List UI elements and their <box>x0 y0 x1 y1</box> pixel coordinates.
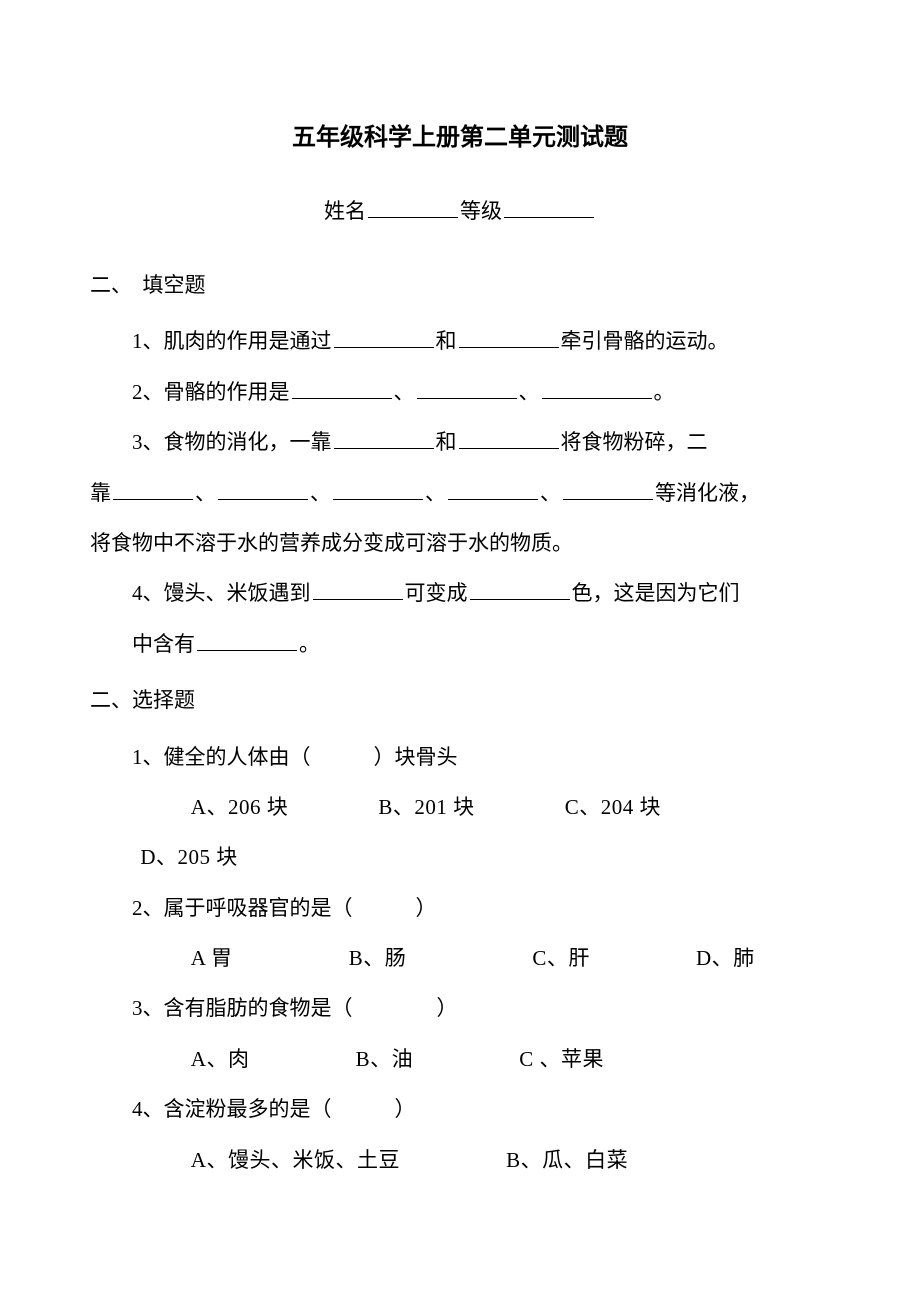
fill-q3-text-c: 将食物粉碎，二 <box>561 430 708 454</box>
option-c[interactable]: C、204 块 <box>514 782 661 832</box>
choice-q2-options: A 胃 B、肠 C、肝 D、肺 <box>90 933 830 983</box>
sep: 、 <box>195 481 216 505</box>
grade-blank[interactable] <box>504 195 594 218</box>
test-paper-page: 五年级科学上册第二单元测试题 姓名等级 二、 填空题 1、肌肉的作用是通过和牵引… <box>0 0 920 1300</box>
fill-q3-text-a: 3、食物的消化，一靠 <box>132 430 332 454</box>
fill-q3-line2: 靠 、 、 、 、 等消化液， <box>90 468 830 518</box>
blank[interactable] <box>292 376 392 399</box>
fill-q4-line1: 4、馒头、米饭遇到 可变成 色，这是因为它们 <box>90 568 830 618</box>
blank[interactable] <box>197 628 297 651</box>
name-grade-line: 姓名 等级 <box>90 186 830 236</box>
choice-q2: 2、属于呼吸器官的是（ ） <box>90 883 830 933</box>
sep: 、 <box>519 380 540 404</box>
choice-q3-options: A、肉 B、油 C 、苹果 <box>90 1034 830 1084</box>
option-a[interactable]: A、206 块 <box>140 782 288 832</box>
option-a[interactable]: A 胃 <box>140 933 232 983</box>
fill-q2-end: 。 <box>654 380 675 404</box>
blank[interactable] <box>542 376 652 399</box>
blank[interactable] <box>113 476 193 499</box>
option-b[interactable]: B、肠 <box>298 933 406 983</box>
option-a[interactable]: A、馒头、米饭、土豆 <box>140 1135 400 1185</box>
fill-q2-text-a: 2、骨骼的作用是 <box>132 380 290 404</box>
choice-q4-options: A、馒头、米饭、土豆 B、瓜、白菜 <box>90 1135 830 1185</box>
fill-q3-text-b: 和 <box>436 430 457 454</box>
option-c[interactable]: C 、苹果 <box>469 1034 604 1084</box>
choice-q4: 4、含淀粉最多的是（ ） <box>90 1084 830 1134</box>
option-d[interactable]: D、205 块 <box>90 832 238 882</box>
name-blank[interactable] <box>368 195 458 218</box>
blank[interactable] <box>459 325 559 348</box>
fill-q4-line2: 中含有 。 <box>90 619 830 669</box>
fill-q4-line2-b: 。 <box>299 632 320 656</box>
grade-label: 等级 <box>460 199 502 223</box>
fill-q1-text-b: 和 <box>436 329 457 353</box>
fill-q3-line3: 将食物中不溶于水的营养成分变成可溶于水的物质。 <box>90 518 830 568</box>
option-b[interactable]: B、201 块 <box>328 782 475 832</box>
choice-q3: 3、含有脂肪的食物是（ ） <box>90 983 830 1033</box>
choice-q1: 1、健全的人体由（ ）块骨头 <box>90 732 830 782</box>
fill-q4-text-a: 4、馒头、米饭遇到 <box>132 581 311 605</box>
option-b[interactable]: B、油 <box>305 1034 413 1084</box>
fill-q3-line2-a: 靠 <box>90 481 111 505</box>
fill-q1-text-c: 牵引骨骼的运动。 <box>561 329 729 353</box>
blank[interactable] <box>334 426 434 449</box>
sep: 、 <box>394 380 415 404</box>
blank[interactable] <box>313 577 403 600</box>
name-label: 姓名 <box>324 199 366 223</box>
option-b[interactable]: B、瓜、白菜 <box>456 1135 628 1185</box>
fill-section-heading: 二、 填空题 <box>90 260 830 310</box>
blank[interactable] <box>417 376 517 399</box>
page-title: 五年级科学上册第二单元测试题 <box>90 110 830 168</box>
blank[interactable] <box>470 577 570 600</box>
blank[interactable] <box>333 476 423 499</box>
sep: 、 <box>425 481 446 505</box>
fill-q1-text-a: 1、肌肉的作用是通过 <box>132 329 332 353</box>
option-a[interactable]: A、肉 <box>140 1034 249 1084</box>
option-d[interactable]: D、肺 <box>646 933 755 983</box>
blank[interactable] <box>334 325 434 348</box>
blank[interactable] <box>448 476 538 499</box>
option-c[interactable]: C、肝 <box>482 933 590 983</box>
fill-q4-line2-a: 中含有 <box>132 632 195 656</box>
fill-q3-line2-b: 等消化液， <box>655 481 760 505</box>
choice-q1-options: A、206 块 B、201 块 C、204 块 D、205 块 <box>90 782 830 883</box>
fill-q3-line1: 3、食物的消化，一靠 和 将食物粉碎，二 <box>90 417 830 467</box>
choice-section-heading: 二、选择题 <box>90 675 830 725</box>
fill-q4-text-c: 色，这是因为它们 <box>572 581 740 605</box>
fill-q2: 2、骨骼的作用是 、 、 。 <box>90 367 830 417</box>
sep: 、 <box>310 481 331 505</box>
fill-q1: 1、肌肉的作用是通过 和 牵引骨骼的运动。 <box>90 316 830 366</box>
sep: 、 <box>540 481 561 505</box>
blank[interactable] <box>459 426 559 449</box>
fill-q4-text-b: 可变成 <box>405 581 468 605</box>
blank[interactable] <box>218 476 308 499</box>
blank[interactable] <box>563 476 653 499</box>
